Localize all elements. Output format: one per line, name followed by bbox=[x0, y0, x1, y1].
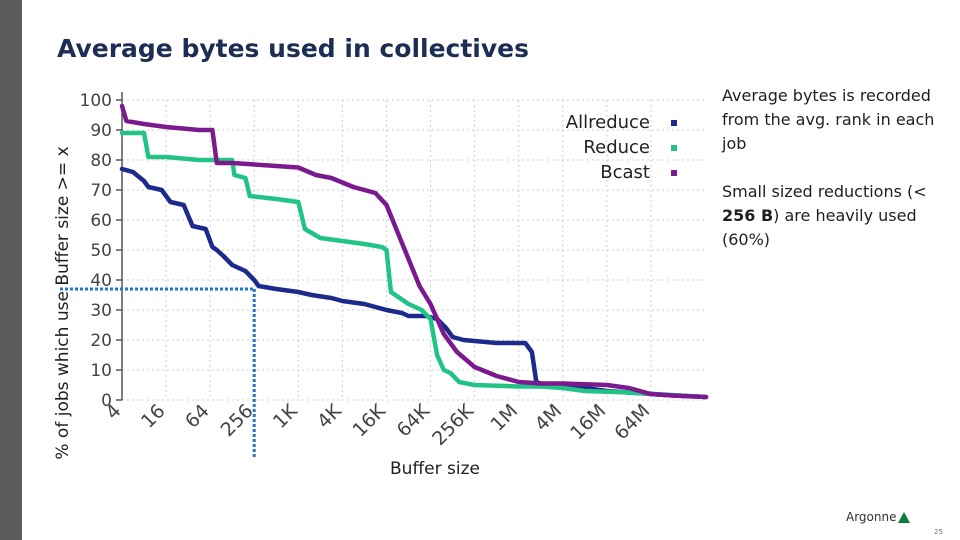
x-tick-label: 16K bbox=[349, 400, 391, 442]
y-tick-labels: 0 10 20 30 40 50 60 70 80 90 100 bbox=[80, 91, 112, 411]
note-small-reductions-pre: Small sized reductions (< bbox=[722, 182, 927, 201]
legend-swatch-bcast bbox=[671, 170, 677, 176]
slide-title: Average bytes used in collectives bbox=[57, 34, 530, 63]
y-axis-title: % of jobs which use Buffer size >= x bbox=[53, 146, 73, 459]
x-tick-label: 4K bbox=[313, 400, 346, 433]
y-tick-label: 30 bbox=[90, 301, 112, 321]
x-tick-label: 4 bbox=[101, 400, 125, 424]
x-axis-title: Buffer size bbox=[390, 459, 480, 479]
note-small-reductions-bold: 256 B bbox=[722, 206, 774, 225]
x-tick-label: 64 bbox=[181, 400, 214, 433]
legend-swatch-allreduce bbox=[671, 120, 677, 126]
argonne-logo: Argonne bbox=[846, 510, 911, 524]
y-tick-label: 100 bbox=[80, 91, 112, 111]
legend-label-reduce: Reduce bbox=[583, 137, 650, 158]
left-accent-bar bbox=[0, 0, 22, 540]
legend-label-bcast: Bcast bbox=[600, 162, 650, 183]
x-tick-label: 1K bbox=[269, 400, 302, 433]
y-tick-label: 10 bbox=[90, 361, 112, 381]
argonne-logo-text: Argonne bbox=[846, 510, 897, 524]
x-tick-label: 256K bbox=[428, 400, 478, 450]
note-small-reductions-post: ) are heavily used (60%) bbox=[722, 206, 917, 249]
legend: Allreduce Reduce Bcast bbox=[566, 112, 677, 183]
series-line-reduce bbox=[119, 130, 709, 400]
legend-swatch-reduce bbox=[671, 145, 677, 151]
y-tick-label: 50 bbox=[90, 241, 112, 261]
series-line-allreduce bbox=[119, 166, 709, 400]
x-tick-label: 16M bbox=[566, 400, 610, 444]
y-tick-label: 0 bbox=[101, 391, 112, 411]
series-lines bbox=[119, 103, 709, 400]
note-average-bytes: Average bytes is recorded from the avg. … bbox=[722, 86, 935, 153]
y-tick-label: 60 bbox=[90, 211, 112, 231]
highlight-markers bbox=[60, 287, 256, 458]
x-tick-label: 256 bbox=[217, 400, 258, 441]
y-tick-label: 90 bbox=[90, 121, 112, 141]
page-number: 25 bbox=[934, 528, 943, 536]
x-tick-label: 64M bbox=[610, 400, 654, 444]
x-tick-label: 16 bbox=[137, 400, 170, 433]
y-tick-label: 70 bbox=[90, 181, 112, 201]
series-line-bcast bbox=[119, 103, 709, 400]
legend-label-allreduce: Allreduce bbox=[566, 112, 650, 133]
y-tick-label: 80 bbox=[90, 151, 112, 171]
x-tick-label: 1M bbox=[487, 400, 523, 436]
y-tick-label: 20 bbox=[90, 331, 112, 351]
chart-area: 0 10 20 30 40 50 60 70 80 90 100 4 16 64 256 1K 4K 16K 64… bbox=[30, 70, 720, 480]
triangle-logo-icon bbox=[898, 511, 911, 523]
note-small-reductions: Small sized reductions (< 256 B) are hea… bbox=[722, 180, 950, 252]
y-tick-label: 40 bbox=[90, 271, 112, 291]
x-tick-label: 4M bbox=[531, 400, 567, 436]
line-chart: 0 10 20 30 40 50 60 70 80 90 100 4 16 64 256 1K 4K 16K 64… bbox=[53, 91, 709, 479]
